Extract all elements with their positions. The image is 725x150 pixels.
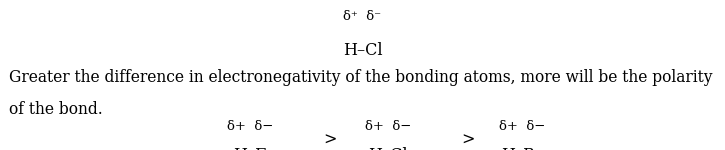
Text: H–Cl: H–Cl [368,147,407,150]
Text: >: > [461,132,474,149]
Text: >: > [323,132,336,149]
Text: δ+  δ−: δ+ δ− [365,120,411,133]
Text: H–Br: H–Br [501,147,543,150]
Text: δ⁺  δ⁻: δ⁺ δ⁻ [344,11,381,24]
Text: H–Cl: H–Cl [343,42,382,59]
Text: of the bond.: of the bond. [9,100,102,117]
Text: δ+  δ−: δ+ δ− [227,120,273,133]
Text: Greater the difference in electronegativity of the bonding atoms, more will be t: Greater the difference in electronegativ… [9,69,712,86]
Text: δ+  δ−: δ+ δ− [499,120,545,133]
Text: H–F: H–F [233,147,267,150]
